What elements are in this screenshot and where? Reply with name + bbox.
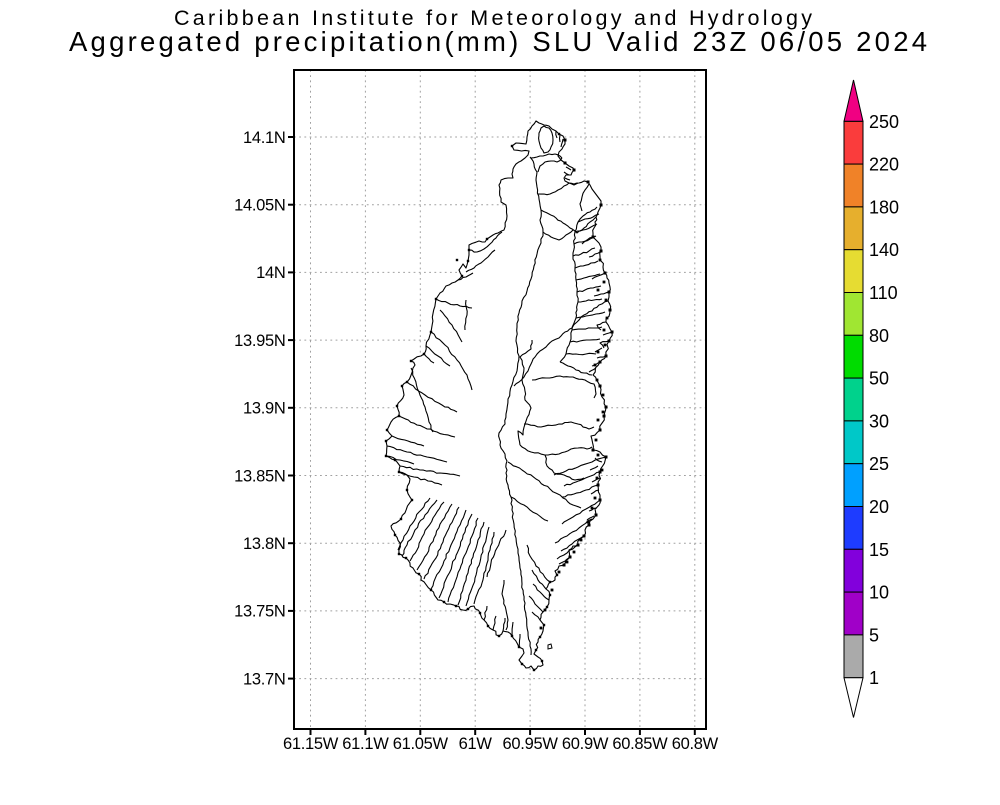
svg-text:1: 1 xyxy=(869,668,879,688)
svg-text:61.1W: 61.1W xyxy=(342,735,389,753)
svg-text:10: 10 xyxy=(869,583,889,603)
svg-text:50: 50 xyxy=(869,369,889,389)
svg-text:60.95W: 60.95W xyxy=(503,735,559,753)
svg-text:180: 180 xyxy=(869,197,899,217)
svg-text:13.8N: 13.8N xyxy=(243,535,286,553)
svg-text:30: 30 xyxy=(869,411,889,431)
svg-text:Aggregated precipitation(mm) S: Aggregated precipitation(mm) SLU Valid 2… xyxy=(69,26,927,57)
svg-text:13.95N: 13.95N xyxy=(234,332,285,350)
svg-text:13.85N: 13.85N xyxy=(234,467,285,485)
svg-text:61.15W: 61.15W xyxy=(283,735,339,753)
svg-text:60.85W: 60.85W xyxy=(612,735,668,753)
svg-text:60.8W: 60.8W xyxy=(672,735,719,753)
svg-text:14N: 14N xyxy=(256,264,285,282)
svg-text:140: 140 xyxy=(869,240,899,260)
svg-text:15: 15 xyxy=(869,540,889,560)
svg-text:14.05N: 14.05N xyxy=(234,197,285,215)
svg-text:61.05W: 61.05W xyxy=(393,735,449,753)
svg-text:80: 80 xyxy=(869,326,889,346)
svg-text:220: 220 xyxy=(869,155,899,175)
svg-text:14.1N: 14.1N xyxy=(243,129,286,147)
svg-text:13.75N: 13.75N xyxy=(234,603,285,621)
svg-text:110: 110 xyxy=(869,283,898,303)
svg-text:13.9N: 13.9N xyxy=(243,400,286,418)
svg-text:60.9W: 60.9W xyxy=(562,735,609,753)
svg-text:250: 250 xyxy=(869,112,899,132)
svg-text:13.7N: 13.7N xyxy=(243,670,286,688)
svg-text:5: 5 xyxy=(869,625,879,645)
svg-text:25: 25 xyxy=(869,454,889,474)
svg-text:20: 20 xyxy=(869,497,889,517)
svg-text:61W: 61W xyxy=(459,735,493,753)
